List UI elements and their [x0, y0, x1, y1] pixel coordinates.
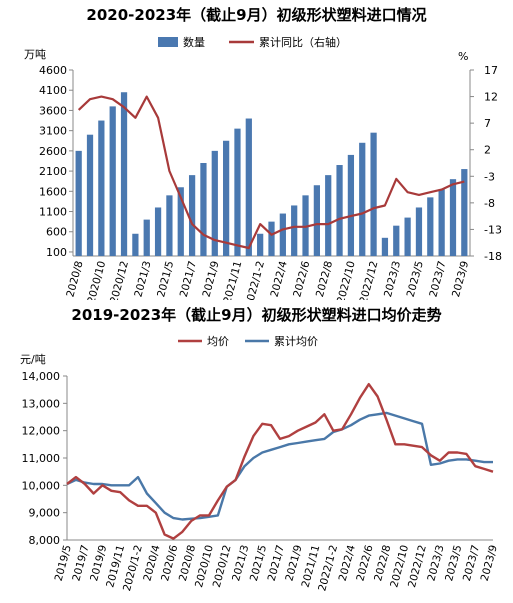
- x-tick-label: 2021/9: [201, 260, 222, 299]
- x-tick-label: 2023/3: [382, 260, 403, 299]
- legend-label-line: 累计同比（右轴）: [259, 35, 347, 49]
- x-tick-label: 2022/10: [335, 260, 358, 300]
- bar-mark: [347, 154, 355, 256]
- y-tick-label: 11,000: [22, 452, 61, 465]
- y-left-tick-label: 2600: [39, 145, 67, 158]
- y-right-tick-label: -3: [484, 170, 495, 183]
- bar-mark: [393, 225, 400, 256]
- bar-mark: [154, 207, 162, 256]
- y-left-tick-label: 1100: [39, 206, 67, 219]
- y-left-tick-label: 4600: [39, 64, 67, 77]
- bar-mark: [188, 175, 196, 256]
- bar-mark: [427, 197, 434, 256]
- bar-mark: [359, 142, 366, 256]
- y-tick-label: 12,000: [22, 425, 61, 438]
- x-tick-label: 2023/9: [450, 260, 471, 299]
- y-tick-label: 13,000: [22, 397, 61, 410]
- legend-label-bar: 数量: [183, 36, 205, 49]
- bar-mark: [86, 134, 94, 256]
- y-left-tick-label: 100: [46, 246, 67, 259]
- y-right-tick-label: -13: [484, 223, 502, 236]
- bar-mark: [143, 219, 150, 256]
- bar-mark: [109, 106, 116, 257]
- import-volume-chart: 2020-2023年（截止9月）初级形状塑料进口情况 数量 累计同比（右轴） 万吨%…: [0, 0, 513, 300]
- bar-mark: [461, 169, 468, 256]
- y-right-tick-label: 7: [484, 117, 491, 130]
- bar-mark: [325, 175, 332, 256]
- bar-mark: [381, 237, 389, 256]
- x-tick-label: 2020/12: [108, 260, 131, 300]
- x-tick-label: 2021/7: [178, 260, 199, 299]
- x-tick-label: 2023/5: [405, 260, 426, 299]
- x-tick-label: 2022/12: [358, 260, 381, 300]
- bar-mark: [98, 120, 105, 256]
- bar-mark: [200, 163, 207, 256]
- x-tick-label: 2022/1-2: [243, 260, 267, 300]
- y-left-unit: 万吨: [24, 48, 46, 61]
- bar-mark: [120, 92, 128, 256]
- bar-mark: [370, 132, 377, 256]
- cum-avg-price-line: [66, 411, 493, 521]
- y-left-tick-label: 600: [46, 226, 67, 239]
- y-tick-label: 14,000: [22, 370, 61, 383]
- bar-mark: [291, 205, 298, 256]
- y-left-tick-label: 3100: [39, 125, 67, 138]
- y-left-tick-label: 4100: [39, 84, 67, 97]
- x-tick-label: 2022/6: [291, 259, 312, 298]
- x-tick-label: 2021/5: [155, 260, 176, 299]
- bar-mark: [257, 233, 264, 256]
- y-tick-label: 9,000: [29, 507, 61, 520]
- bar-mark: [75, 150, 82, 256]
- y-right-unit: %: [458, 50, 468, 63]
- avg-price-chart: 2019-2023年（截止9月）初级形状塑料进口均价走势 均价 累计均价元/吨 8,…: [0, 300, 513, 603]
- y-right-tick-label: -8: [484, 197, 495, 210]
- bar-mark: [132, 233, 139, 256]
- y-left-tick-label: 2100: [39, 165, 67, 178]
- y-right-tick-label: -18: [484, 250, 502, 263]
- bar-mark: [313, 185, 320, 256]
- bar-mark: [177, 187, 184, 256]
- bar-mark: [234, 128, 241, 256]
- avg-price-line: [66, 382, 494, 540]
- x-tick-label: 2022/8: [314, 260, 335, 299]
- y-left-tick-label: 3600: [39, 104, 67, 117]
- bar-mark: [166, 195, 173, 256]
- bar-mark: [279, 213, 286, 256]
- legend-label-avg: 均价: [207, 335, 229, 348]
- x-tick-label: 2020/8: [64, 260, 85, 299]
- chart1-svg: 数量 累计同比（右轴） 万吨 % 100 600 1100 1600 2100 2600 3100 3…: [24, 35, 502, 300]
- bar-mark: [268, 221, 275, 256]
- bar-mark: [211, 150, 218, 256]
- y-right-tick-label: 2: [484, 144, 491, 157]
- y-tick-label: 8,000: [29, 534, 61, 547]
- x-tick-label: 2021/3: [132, 260, 153, 299]
- x-tick-label: 2023/7: [427, 260, 448, 299]
- y-left-tick-label: 1600: [39, 185, 67, 198]
- y-right-tick-label: 17: [484, 64, 498, 77]
- legend-label-cum: 累计均价: [274, 335, 318, 348]
- x-tick-label: 2020/10: [85, 260, 108, 300]
- bar-mark: [223, 140, 230, 256]
- bar-mark: [438, 189, 445, 256]
- y-unit: 元/吨: [20, 353, 46, 366]
- chart2-title: 2019-2023年（截止9月）初级形状塑料进口均价走势: [71, 306, 442, 324]
- bar-mark: [415, 207, 423, 256]
- y-tick-label: 10,000: [22, 479, 61, 492]
- x-tick-label: 2022/4: [269, 259, 290, 298]
- bar-mark: [404, 217, 411, 256]
- y-right-tick-label: 12: [484, 91, 498, 104]
- bar-mark: [336, 165, 343, 256]
- x-tick-label: 2023/9: [479, 544, 500, 583]
- yoy-series-line: [77, 95, 465, 250]
- legend-swatch-bar: [158, 37, 178, 47]
- x-tick-label: 2021/11: [221, 260, 244, 300]
- chart1-title: 2020-2023年（截止9月）初级形状塑料进口情况: [86, 6, 427, 24]
- bar-mark: [449, 179, 457, 256]
- bar-mark: [245, 118, 252, 257]
